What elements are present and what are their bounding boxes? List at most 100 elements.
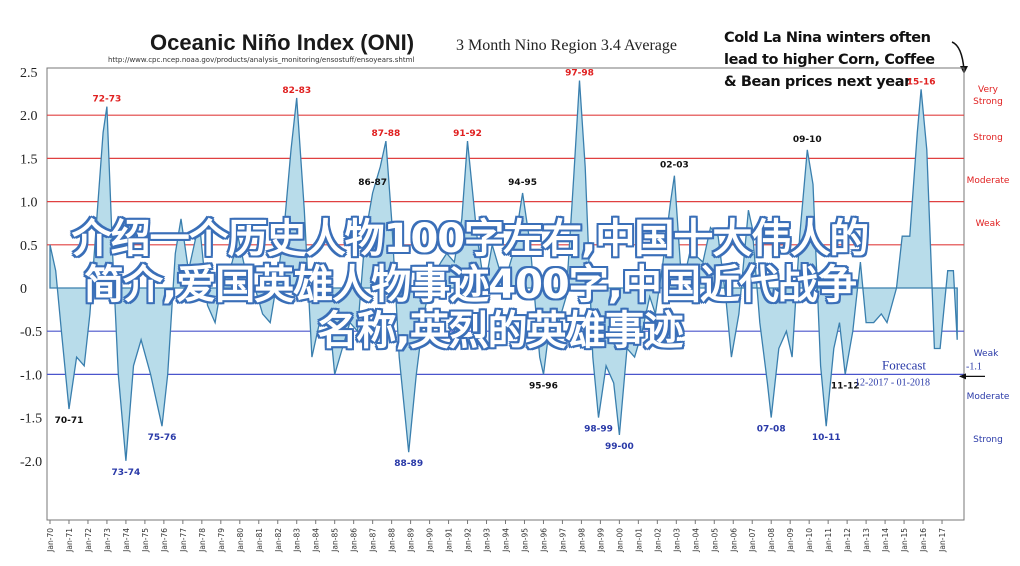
- x-tick-label: Jan-80: [236, 528, 245, 553]
- x-tick-label: Jan-84: [312, 528, 321, 553]
- strength-labels: Very Strong Strong Moderate Weak Weak Moderate…: [967, 85, 1010, 445]
- trough-label: 70-71: [55, 416, 84, 426]
- strength-label-very-strong-cont: Strong: [973, 97, 1003, 107]
- overlay-text-line-2: 简介,爱国英雄人物事迹400字,中国近代战争: [84, 262, 857, 308]
- peak-label: 02-03: [660, 161, 689, 171]
- peak-label: 72-73: [93, 95, 122, 105]
- peak-label: 91-92: [453, 129, 482, 139]
- x-tick-label: Jan-90: [426, 528, 435, 553]
- x-tick-label: Jan-00: [615, 528, 624, 553]
- x-tick-label: Jan-93: [483, 528, 492, 553]
- trough-label: 07-08: [757, 425, 786, 435]
- annotation-note: Cold La Nina winters often lead to higher…: [724, 30, 968, 90]
- y-tick-label: -1.5: [20, 412, 42, 427]
- x-tick-label: Jan-95: [520, 528, 529, 553]
- x-tick-label: Jan-82: [274, 528, 283, 553]
- strength-label-weak: Weak: [976, 219, 1001, 229]
- x-tick-label: Jan-15: [900, 528, 909, 553]
- x-tick-label: Jan-92: [464, 528, 473, 553]
- x-tick-label: Jan-99: [596, 528, 605, 553]
- x-tick-label: Jan-13: [862, 528, 871, 553]
- peak-label: 82-83: [282, 86, 311, 96]
- y-axis: 2.5 2.0 1.5 1.0 0.5 0 -0.5 -1.0 -1.5 -2.0: [20, 66, 42, 470]
- annotation-line: & Bean prices next year: [724, 74, 912, 90]
- strength-label-weak-neg: Weak: [974, 349, 999, 359]
- x-tick-label: Jan-10: [805, 528, 814, 553]
- x-tick-label: Jan-74: [122, 528, 131, 553]
- x-tick-label: Jan-86: [350, 528, 359, 553]
- x-tick-label: Jan-73: [103, 528, 112, 553]
- trough-label: 95-96: [529, 381, 558, 391]
- x-tick-label: Jan-94: [502, 528, 511, 553]
- x-tick-label: Jan-12: [843, 528, 852, 553]
- peak-label: 87-88: [372, 129, 401, 139]
- x-tick-label: Jan-97: [558, 528, 567, 553]
- annotation-line: lead to higher Corn, Coffee: [724, 52, 935, 68]
- peak-label: 97-98: [565, 69, 594, 79]
- y-tick-label: 0.5: [20, 239, 38, 254]
- x-tick-label: Jan-16: [919, 528, 928, 553]
- x-tick-label: Jan-91: [445, 528, 454, 553]
- x-tick-label: Jan-02: [653, 528, 662, 553]
- y-tick-label: 2.0: [20, 109, 38, 124]
- x-tick-label: Jan-89: [407, 528, 416, 553]
- source-url: http://www.cpc.ncep.noaa.gov/products/an…: [108, 56, 414, 64]
- x-tick-label: Jan-96: [539, 528, 548, 553]
- annotation-line: Cold La Nina winters often: [724, 30, 931, 46]
- x-tick-label: Jan-71: [65, 528, 74, 553]
- strength-label-very-strong: Very: [978, 85, 999, 95]
- y-tick-label: -1.0: [20, 368, 42, 383]
- forecast-annotation: Forecast 12-2017 - 01-2018 -1.1: [855, 357, 985, 388]
- x-tick-label: Jan-87: [369, 528, 378, 553]
- x-tick-label: Jan-01: [634, 528, 643, 553]
- y-tick-label: 1.0: [20, 196, 38, 211]
- x-tick-label: Jan-14: [881, 528, 890, 553]
- peak-label: 86-87: [358, 178, 387, 188]
- x-tick-label: Jan-09: [786, 528, 795, 553]
- x-tick-label: Jan-11: [824, 528, 833, 553]
- x-axis: Jan-70 Jan-71 Jan-72 Jan-73 Jan-74 Jan-75 Jan-…: [46, 520, 947, 553]
- y-tick-label: 0: [20, 282, 27, 297]
- trough-label: 73-74: [112, 468, 141, 478]
- forecast-arrowhead: [959, 373, 966, 380]
- x-tick-label: Jan-04: [691, 528, 700, 553]
- y-tick-label: 2.5: [20, 66, 38, 81]
- x-tick-label: Jan-76: [160, 528, 169, 553]
- overlay-text-line-3: 名称,英烈的英雄事迹: [317, 308, 683, 354]
- x-tick-label: Jan-88: [388, 528, 397, 553]
- series-area: [49, 80, 958, 461]
- forecast-label: Forecast: [882, 357, 926, 372]
- x-tick-label: Jan-70: [46, 528, 55, 553]
- event-labels: 72-73 82-83 87-88 91-92 97-98 15-16 86-87 94-95…: [55, 69, 936, 478]
- strength-label-moderate-neg: Moderate: [967, 392, 1010, 402]
- strength-label-strong: Strong: [973, 133, 1003, 143]
- x-tick-label: Jan-08: [767, 528, 776, 553]
- trough-label: 11-12: [831, 381, 860, 391]
- peak-label: 94-95: [508, 178, 537, 188]
- x-tick-label: Jan-98: [577, 528, 586, 553]
- x-tick-label: Jan-79: [217, 528, 226, 553]
- x-tick-label: Jan-85: [331, 528, 340, 553]
- y-tick-label: 1.5: [20, 152, 38, 167]
- forecast-value: -1.1: [966, 361, 982, 372]
- y-tick-label: -0.5: [20, 325, 42, 340]
- trough-label: 99-00: [605, 442, 634, 452]
- x-tick-label: Jan-07: [748, 528, 757, 553]
- strength-label-moderate: Moderate: [967, 176, 1010, 186]
- x-tick-label: Jan-78: [198, 528, 207, 553]
- strength-label-strong-neg: Strong: [973, 435, 1003, 445]
- forecast-range: 12-2017 - 01-2018: [855, 377, 930, 388]
- chart-title: Oceanic Niño Index (ONI): [150, 30, 414, 55]
- peak-label: 15-16: [907, 77, 936, 87]
- x-tick-label: Jan-17: [938, 528, 947, 553]
- trough-label: 98-99: [584, 425, 613, 435]
- trough-label: 88-89: [394, 459, 423, 469]
- chart-subtitle: 3 Month Nino Region 3.4 Average: [456, 37, 677, 54]
- trough-label: 75-76: [148, 433, 177, 443]
- x-tick-label: Jan-03: [672, 528, 681, 553]
- x-tick-label: Jan-75: [141, 528, 150, 553]
- x-tick-label: Jan-81: [255, 528, 264, 553]
- x-tick-label: Jan-72: [84, 528, 93, 553]
- overlay-text-line-1: 介绍一个历史人物100字左右,中国十大伟人的: [71, 216, 870, 262]
